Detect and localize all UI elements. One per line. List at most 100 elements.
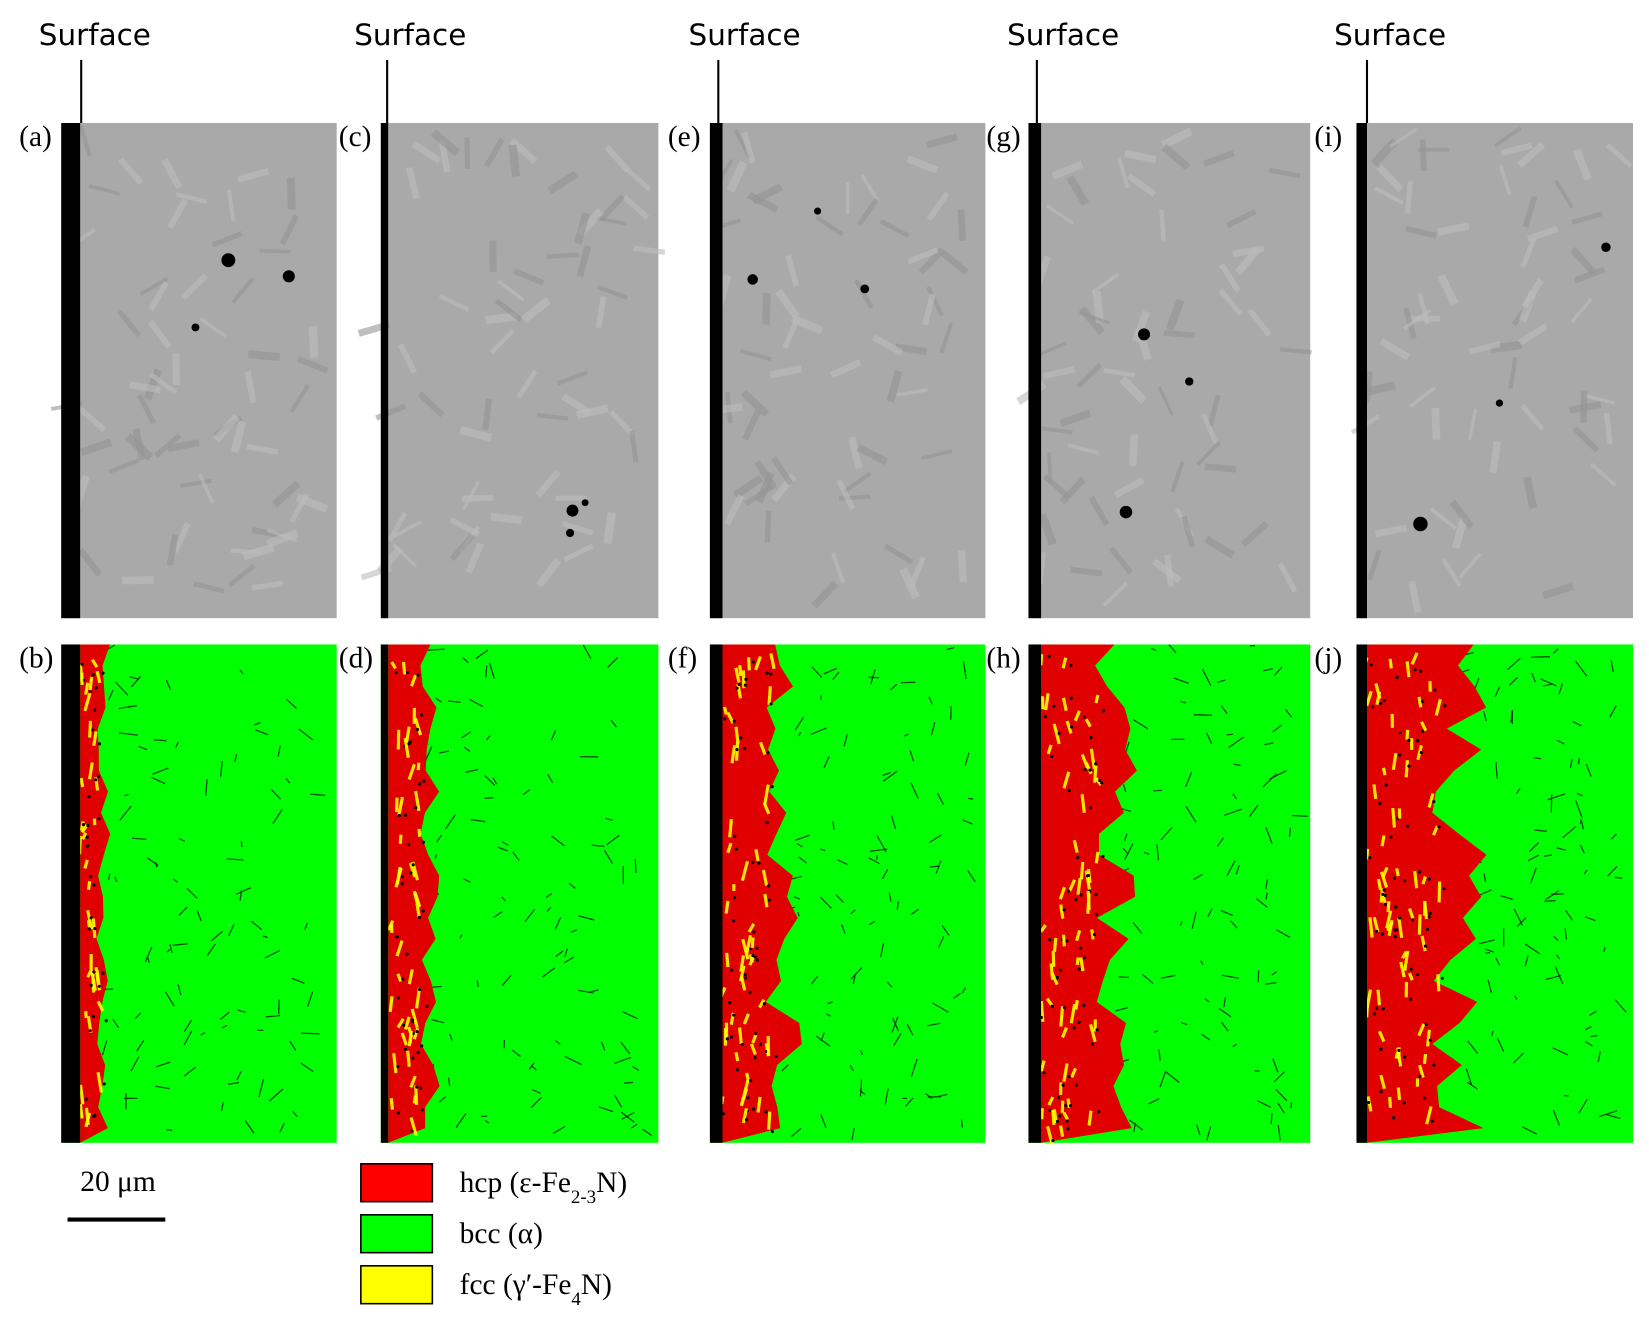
- texture: [810, 727, 827, 736]
- surface-label: Surface: [1007, 18, 1119, 52]
- dark-speck: [1379, 1089, 1383, 1094]
- fcc-grain: [747, 923, 756, 933]
- fcc-grain: [409, 1075, 417, 1088]
- dark-speck: [93, 708, 97, 712]
- fcc-grain: [403, 737, 410, 758]
- texture: [206, 943, 216, 957]
- texture: [895, 343, 928, 356]
- fcc-grain: [1379, 871, 1389, 888]
- texture: [1581, 820, 1584, 830]
- texture: [928, 696, 933, 705]
- fcc-grain: [741, 938, 750, 960]
- dark-speck: [767, 898, 772, 902]
- pore: [1495, 399, 1504, 407]
- fcc-grain: [769, 653, 776, 670]
- texture: [286, 177, 296, 210]
- texture: [1265, 879, 1269, 890]
- fcc-grain: [1417, 696, 1423, 708]
- texture: [910, 1058, 918, 1078]
- texture: [573, 212, 590, 245]
- texture: [1573, 266, 1606, 284]
- texture: [850, 967, 863, 980]
- dark-speck: [1416, 972, 1420, 976]
- texture: [1534, 829, 1547, 832]
- dark-speck: [732, 919, 736, 923]
- texture: [434, 854, 438, 859]
- fcc-grain: [1080, 794, 1086, 813]
- texture: [488, 662, 496, 679]
- texture: [530, 1065, 537, 1071]
- dark-speck: [84, 1097, 88, 1101]
- texture: [1159, 209, 1166, 242]
- texture: [1206, 1126, 1212, 1141]
- dark-speck: [402, 1023, 406, 1027]
- texture: [881, 868, 889, 880]
- texture: [289, 383, 311, 413]
- fcc-grain: [1068, 879, 1077, 892]
- texture: [1550, 893, 1565, 896]
- texture: [1160, 826, 1173, 841]
- texture: [860, 1050, 864, 1055]
- texture: [1272, 1058, 1279, 1073]
- texture: [497, 846, 508, 852]
- fcc-grain: [1069, 1003, 1077, 1024]
- texture: [603, 849, 613, 864]
- fcc-grain: [1046, 744, 1053, 755]
- texture: [899, 567, 920, 600]
- texture: [1123, 833, 1128, 841]
- texture: [869, 920, 876, 925]
- fcc-grain: [1399, 961, 1406, 978]
- texture: [434, 697, 443, 703]
- texture: [449, 517, 481, 537]
- texture: [1569, 246, 1597, 275]
- texture: [1495, 957, 1501, 966]
- texture: [438, 140, 451, 173]
- dark-speck: [770, 1130, 775, 1134]
- texture: [904, 733, 909, 737]
- fcc-grain: [1072, 839, 1079, 853]
- texture: [1221, 1021, 1229, 1032]
- texture: [798, 732, 802, 737]
- dark-speck: [1042, 1071, 1046, 1075]
- fcc-grain: [406, 1050, 411, 1067]
- dark-speck: [1432, 1063, 1436, 1067]
- fcc-grain: [1379, 1074, 1386, 1090]
- texture: [200, 1032, 206, 1036]
- fcc-grain: [1058, 886, 1066, 900]
- texture: [308, 325, 319, 358]
- texture: [129, 676, 140, 680]
- texture: [1040, 426, 1073, 435]
- texture: [892, 1017, 899, 1032]
- texture: [1580, 391, 1588, 423]
- surface-strip: [1356, 123, 1367, 619]
- dark-speck: [732, 719, 736, 723]
- dark-speck: [1432, 800, 1436, 804]
- texture: [890, 683, 898, 691]
- surface-strip: [61, 644, 81, 1143]
- fcc-grain: [86, 909, 94, 930]
- texture: [555, 1040, 561, 1045]
- dark-speck: [1437, 825, 1441, 829]
- texture: [1219, 262, 1241, 293]
- dark-speck: [1066, 889, 1071, 893]
- fcc-grain: [758, 998, 766, 1009]
- texture: [764, 510, 772, 543]
- texture: [239, 890, 243, 901]
- texture: [1489, 440, 1501, 474]
- texture: [595, 216, 628, 226]
- texture: [1449, 499, 1475, 530]
- texture: [183, 1030, 193, 1046]
- texture: [604, 144, 630, 173]
- fcc-grain: [1372, 784, 1378, 799]
- texture: [172, 521, 191, 554]
- texture: [829, 359, 862, 379]
- texture: [1204, 535, 1236, 559]
- texture: [1554, 179, 1574, 209]
- texture: [1221, 974, 1239, 979]
- dark-speck: [1375, 929, 1379, 933]
- dark-speck: [1065, 1119, 1069, 1123]
- texture: [1232, 793, 1238, 800]
- texture: [1506, 657, 1521, 671]
- dark-speck: [416, 1050, 420, 1055]
- texture: [1508, 676, 1519, 686]
